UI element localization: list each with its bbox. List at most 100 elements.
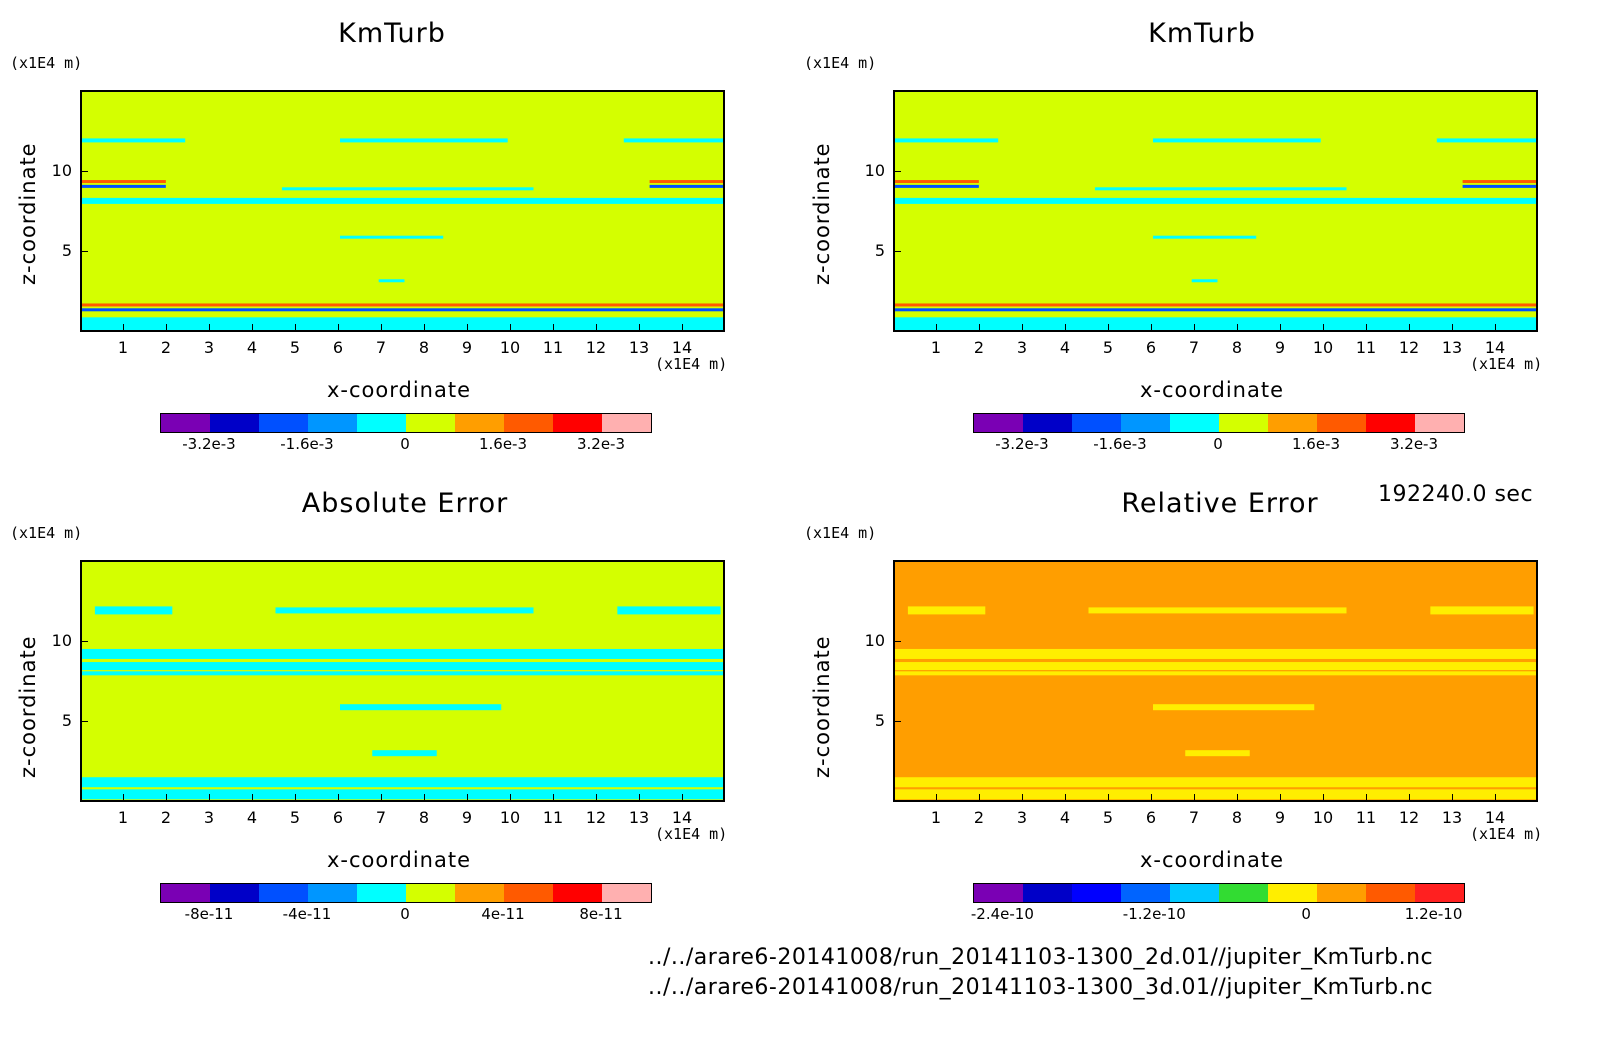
y-unit-label: (x1E4 m) <box>10 54 83 72</box>
x-tick-mark <box>1280 324 1281 332</box>
x-tick-label: 13 <box>628 338 650 357</box>
colorbar-cell <box>602 414 651 432</box>
x-unit-label: (x1E4 m) <box>655 825 728 843</box>
colorbar <box>973 883 1465 903</box>
chart-title: Relative Error <box>1121 488 1319 519</box>
colorbar-cell <box>1170 414 1219 432</box>
colorbar-cell <box>1366 884 1415 902</box>
x-tick-mark <box>596 794 597 802</box>
x-tick-mark <box>381 794 382 802</box>
x-tick-label: 5 <box>1102 338 1114 357</box>
y-tick-mark <box>80 640 88 642</box>
x-tick-mark <box>1194 324 1195 332</box>
colorbar <box>160 883 652 903</box>
colorbar-tick-label: -3.2e-3 <box>182 435 236 453</box>
x-tick-label: 11 <box>542 338 564 357</box>
contour-band <box>82 184 166 188</box>
x-tick-mark <box>1022 324 1023 332</box>
colorbar-tick-label: -3.2e-3 <box>995 435 1049 453</box>
x-tick-mark <box>166 324 167 332</box>
x-tick-mark <box>123 794 124 802</box>
x-tick-label: 14 <box>1484 808 1506 827</box>
colorbar-tick-label: -1.6e-3 <box>280 435 334 453</box>
x-tick-mark <box>1409 324 1410 332</box>
x-tick-label: 9 <box>1274 808 1286 827</box>
x-tick-mark <box>1151 794 1152 802</box>
chart-title: Absolute Error <box>301 488 509 519</box>
colorbar-tick-label: -4e-11 <box>282 905 332 923</box>
x-tick-label: 3 <box>1016 808 1028 827</box>
x-tick-mark <box>1409 794 1410 802</box>
y-axis-label: z-coordinate <box>810 142 834 285</box>
x-tick-mark <box>596 324 597 332</box>
x-tick-label: 13 <box>1441 808 1463 827</box>
colorbar-cell <box>1415 884 1464 902</box>
x-axis-label: x-coordinate <box>1140 848 1285 872</box>
x-tick-label: 4 <box>246 338 258 357</box>
colorbar-cell <box>161 414 210 432</box>
contour-band <box>340 138 508 143</box>
colorbar-cell <box>259 884 308 902</box>
contour-band <box>275 607 534 614</box>
colorbar-cell <box>1317 884 1366 902</box>
x-tick-label: 8 <box>1231 338 1243 357</box>
panel-absolute-error: Absolute Error (x1E4 m) z-coordinate (x1… <box>0 488 780 958</box>
colorbar-cell <box>553 414 602 432</box>
contour-band <box>895 138 999 143</box>
contour-band <box>281 187 534 191</box>
colorbar-cell <box>974 414 1023 432</box>
contour-band <box>895 180 979 184</box>
chart-title: KmTurb <box>1148 18 1256 49</box>
plot-area <box>893 560 1538 802</box>
colorbar-cell <box>259 414 308 432</box>
x-tick-label: 5 <box>1102 808 1114 827</box>
contour-band <box>82 317 723 330</box>
contour-band <box>895 197 1536 204</box>
x-tick-mark <box>639 324 640 332</box>
x-tick-mark <box>1280 794 1281 802</box>
colorbar-cell <box>455 884 504 902</box>
colorbar-cell <box>210 414 259 432</box>
contour-band <box>617 606 721 615</box>
x-tick-label: 12 <box>585 808 607 827</box>
contour-band <box>1462 180 1536 184</box>
x-tick-mark <box>1108 794 1109 802</box>
contour-field <box>895 606 1536 800</box>
colorbar-cell <box>161 884 210 902</box>
contour-band <box>895 317 1536 330</box>
colorbar-tick-label: 4e-11 <box>481 905 525 923</box>
x-tick-label: 7 <box>375 808 387 827</box>
x-tick-label: 11 <box>1355 338 1377 357</box>
y-tick-label: 5 <box>874 711 885 731</box>
colorbar-tick-label: -1.2e-10 <box>1122 905 1186 923</box>
x-tick-mark <box>979 324 980 332</box>
contour-band <box>82 197 723 204</box>
contour-band <box>1153 704 1315 711</box>
y-tick-mark <box>893 640 901 642</box>
y-tick-mark <box>893 170 901 172</box>
x-axis-label: x-coordinate <box>327 848 472 872</box>
x-tick-label: 11 <box>542 808 564 827</box>
x-tick-label: 14 <box>1484 338 1506 357</box>
plot-area <box>80 560 725 802</box>
contour-band <box>82 180 166 184</box>
contour-band <box>1088 607 1347 614</box>
x-unit-label: (x1E4 m) <box>655 355 728 373</box>
y-axis-label: z-coordinate <box>16 635 40 778</box>
x-tick-label: 5 <box>289 338 301 357</box>
x-tick-mark <box>424 794 425 802</box>
x-tick-label: 7 <box>375 338 387 357</box>
x-tick-label: 10 <box>499 338 521 357</box>
y-tick-label: 10 <box>864 630 885 650</box>
contour-field <box>82 606 723 800</box>
contour-band <box>623 138 723 143</box>
x-tick-label: 4 <box>1059 338 1071 357</box>
contour-band <box>82 662 723 671</box>
x-tick-mark <box>1366 324 1367 332</box>
x-tick-mark <box>295 324 296 332</box>
colorbar-cell <box>602 884 651 902</box>
contour-band <box>340 704 502 711</box>
x-tick-mark <box>381 324 382 332</box>
x-tick-mark <box>1022 794 1023 802</box>
x-tick-label: 1 <box>930 808 942 827</box>
